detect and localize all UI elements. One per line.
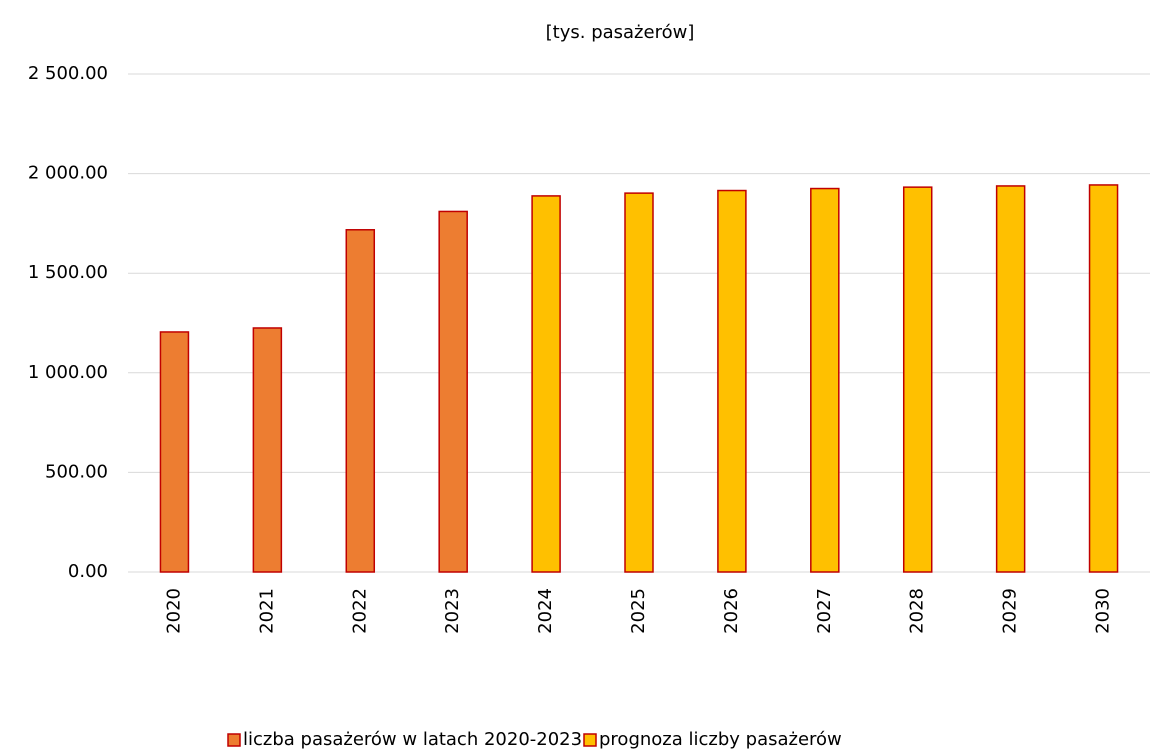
y-tick-label: 500.00 — [45, 461, 108, 482]
legend-swatch — [227, 733, 241, 747]
y-tick-label: 2 500.00 — [28, 63, 108, 84]
x-tick-label: 2022 — [349, 588, 370, 634]
chart-title: [tys. pasażerów] — [546, 22, 695, 43]
bar — [252, 327, 283, 573]
bar — [438, 210, 468, 573]
x-tick-label: 2026 — [721, 588, 742, 634]
bar — [159, 331, 190, 573]
bar — [902, 186, 933, 573]
x-tick-label: 2027 — [814, 588, 835, 634]
legend-swatch — [583, 733, 597, 747]
y-tick-label: 1 500.00 — [28, 262, 108, 283]
bar — [531, 195, 561, 573]
bar — [995, 185, 1026, 573]
y-tick-label: 1 000.00 — [28, 362, 108, 383]
bar — [717, 189, 747, 573]
x-tick-label: 2029 — [1000, 588, 1021, 634]
bar — [810, 187, 840, 573]
legend-label: prognoza liczby pasażerów — [599, 729, 842, 750]
y-tick-label: 0.00 — [68, 561, 108, 582]
bar — [1088, 184, 1119, 573]
x-tick-label: 2023 — [442, 588, 463, 634]
legend-label: liczba pasażerów w latach 2020-2023 — [243, 729, 582, 750]
bar — [345, 229, 376, 573]
x-tick-label: 2024 — [535, 588, 556, 634]
x-tick-label: 2028 — [907, 588, 928, 634]
x-tick-label: 2030 — [1093, 588, 1114, 634]
y-tick-label: 2 000.00 — [28, 163, 108, 184]
x-tick-label: 2025 — [628, 588, 649, 634]
bar — [624, 192, 654, 573]
x-tick-label: 2020 — [163, 588, 184, 634]
x-tick-label: 2021 — [256, 588, 277, 634]
